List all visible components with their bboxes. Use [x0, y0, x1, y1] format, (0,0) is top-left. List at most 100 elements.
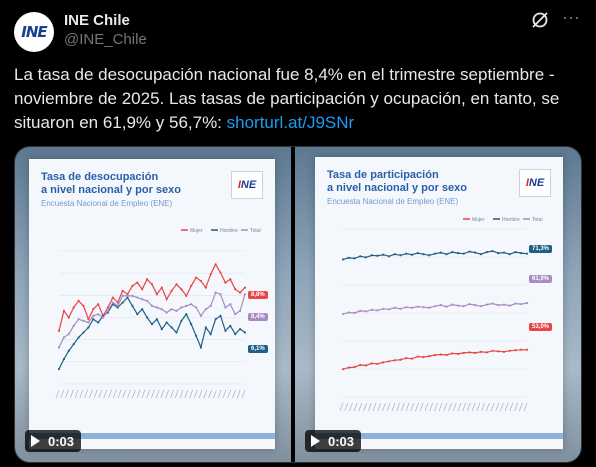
x-tick	[189, 389, 193, 399]
x-tick	[452, 402, 457, 412]
data-point-total	[433, 305, 437, 308]
x-tick	[136, 389, 141, 399]
data-point-hombre	[87, 326, 90, 329]
data-point-hombre	[131, 304, 134, 307]
data-point-hombre	[150, 323, 154, 326]
data-point-hombre	[341, 258, 345, 261]
data-point-total	[451, 303, 454, 306]
data-point-mujer	[209, 273, 212, 276]
data-point-mujer	[165, 298, 168, 301]
period-bar	[29, 433, 275, 439]
legend-label: Total	[250, 228, 261, 234]
x-tick	[112, 389, 117, 399]
data-point-total	[72, 324, 75, 327]
video-timestamp[interactable]: 0:03	[305, 430, 362, 452]
data-point-total	[116, 304, 119, 307]
x-tick	[74, 389, 79, 399]
chart-title: Tasa de participación a nivel nacional y…	[327, 169, 467, 194]
x-tick	[471, 402, 476, 412]
x-tick	[241, 389, 246, 399]
avatar[interactable]: INE	[14, 12, 54, 52]
data-point-hombre	[347, 256, 350, 259]
data-point-total	[508, 304, 511, 307]
data-point-mujer	[416, 355, 419, 358]
data-point-hombre	[508, 253, 511, 256]
data-point-hombre	[214, 318, 217, 321]
chart-subtitle: Encuesta Nacional de Empleo (ENE)	[327, 197, 459, 206]
data-point-total	[439, 304, 442, 307]
x-tick	[227, 389, 231, 399]
data-point-total	[341, 312, 345, 316]
x-tick	[194, 389, 198, 399]
data-point-hombre	[456, 252, 460, 255]
data-point-total	[77, 318, 80, 321]
data-point-total	[520, 302, 523, 306]
data-point-mujer	[180, 288, 183, 291]
video-unemployment[interactable]: Tasa de desocupación a nivel nacional y …	[15, 147, 291, 462]
data-point-hombre	[116, 306, 119, 309]
play-icon[interactable]	[31, 435, 40, 447]
data-point-hombre	[399, 254, 402, 257]
series-line-total	[58, 291, 246, 348]
data-point-mujer	[474, 351, 477, 354]
data-point-mujer	[175, 283, 178, 286]
data-point-hombre	[474, 251, 477, 254]
period-bar	[315, 433, 563, 439]
x-tick	[410, 402, 415, 412]
data-point-hombre	[136, 313, 139, 316]
data-point-hombre	[382, 253, 385, 256]
account-name[interactable]: INE Chile	[64, 12, 130, 29]
data-point-total	[387, 308, 391, 311]
x-tick	[151, 389, 155, 399]
data-point-total	[136, 296, 139, 299]
data-point-hombre	[72, 343, 75, 346]
data-point-mujer	[370, 362, 373, 365]
x-tick	[372, 402, 377, 412]
x-tick	[495, 402, 499, 412]
data-point-total	[525, 301, 529, 305]
data-point-total	[393, 306, 396, 309]
data-point-hombre	[219, 314, 222, 317]
data-point-hombre	[468, 250, 471, 253]
data-point-hombre	[165, 321, 168, 324]
data-point-total	[445, 305, 448, 308]
data-point-mujer	[87, 318, 90, 321]
grok-icon[interactable]	[530, 10, 550, 30]
play-icon[interactable]	[311, 435, 320, 447]
x-tick	[481, 402, 485, 412]
data-point-total	[111, 301, 114, 304]
data-point-total	[376, 309, 379, 312]
x-tick	[349, 402, 353, 412]
x-tick	[79, 389, 84, 399]
data-point-hombre	[462, 252, 465, 255]
data-point-hombre	[428, 254, 431, 257]
video-participation[interactable]: Tasa de participación a nivel nacional y…	[295, 147, 581, 462]
data-point-hombre	[520, 252, 523, 255]
data-point-mujer	[399, 358, 402, 361]
data-point-hombre	[57, 367, 61, 371]
data-point-total	[214, 291, 217, 294]
timestamp-text: 0:03	[48, 433, 75, 449]
account-handle[interactable]: @INE_Chile	[64, 31, 147, 48]
data-point-hombre	[416, 252, 419, 255]
more-options-icon[interactable]: ⋯	[562, 8, 581, 28]
data-point-hombre	[121, 301, 124, 304]
data-point-total	[170, 308, 173, 311]
tweet-link[interactable]: shorturl.at/J9SNr	[226, 113, 355, 132]
legend-label: Mujer	[190, 228, 203, 234]
data-point-mujer	[520, 348, 523, 351]
data-point-total	[160, 308, 163, 311]
data-point-mujer	[479, 350, 483, 353]
data-point-mujer	[341, 368, 345, 371]
chart-card: Tasa de desocupación a nivel nacional y …	[29, 159, 275, 449]
x-tick	[500, 402, 504, 412]
data-point-mujer	[445, 353, 448, 357]
data-point-hombre	[199, 346, 203, 349]
x-tick	[160, 389, 165, 399]
data-point-hombre	[445, 253, 448, 256]
data-point-mujer	[199, 279, 203, 283]
video-timestamp[interactable]: 0:03	[25, 430, 82, 452]
label-hombre: 6,1%	[248, 345, 268, 353]
data-point-hombre	[224, 329, 227, 332]
x-tick	[127, 389, 131, 399]
